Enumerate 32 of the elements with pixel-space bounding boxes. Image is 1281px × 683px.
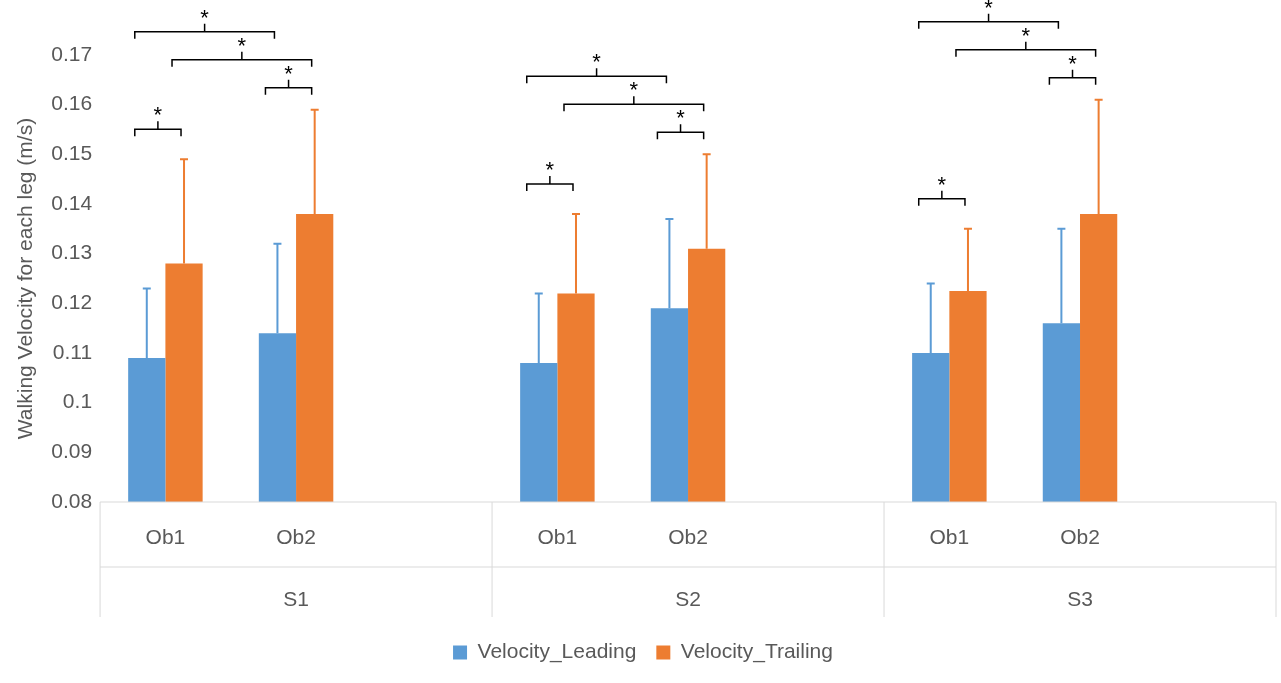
y-tick-label: 0.11 [52, 339, 93, 363]
x-tick-label: Ob1 [537, 525, 578, 549]
y-tick-label: 0.17 [51, 41, 93, 65]
legend-label: Velocity_Trailing [680, 639, 833, 664]
annotation: * [592, 49, 602, 75]
y-axis-title: Walking Velocity for each leg (m/s) [13, 117, 37, 440]
y-tick-label: 0.15 [51, 141, 93, 165]
text: * [984, 0, 994, 20]
y-tick-label: 0.16 [51, 91, 93, 115]
text: * [1021, 22, 1031, 48]
y-tick-label: 0.12 [51, 290, 93, 314]
y-tick-label: 0.13 [51, 240, 93, 264]
x-tick-label: Ob2 [276, 525, 316, 549]
y-tick-label: 0.14 [51, 190, 93, 214]
annotation: * [153, 102, 163, 128]
annotation: * [676, 105, 686, 131]
x-tick-label: Ob2 [668, 525, 708, 549]
annotation: * [237, 32, 247, 58]
annotation: * [629, 77, 639, 103]
annotation: * [937, 171, 947, 197]
y-tick-label: 0.08 [51, 488, 93, 512]
text: S3 [1067, 586, 1093, 610]
x-tick-label: Ob2 [1060, 525, 1100, 549]
x-tick-label: Ob1 [929, 525, 970, 549]
text: * [200, 4, 210, 30]
text: S1 [283, 586, 309, 610]
annotation: * [545, 156, 555, 182]
text: S2 [675, 586, 701, 610]
legend-label: Velocity_Leading [477, 639, 637, 664]
y-tick-label: 0.09 [51, 439, 93, 463]
y-tick-label: 0.1 [62, 389, 93, 413]
x-tick-label: Ob1 [145, 525, 186, 549]
